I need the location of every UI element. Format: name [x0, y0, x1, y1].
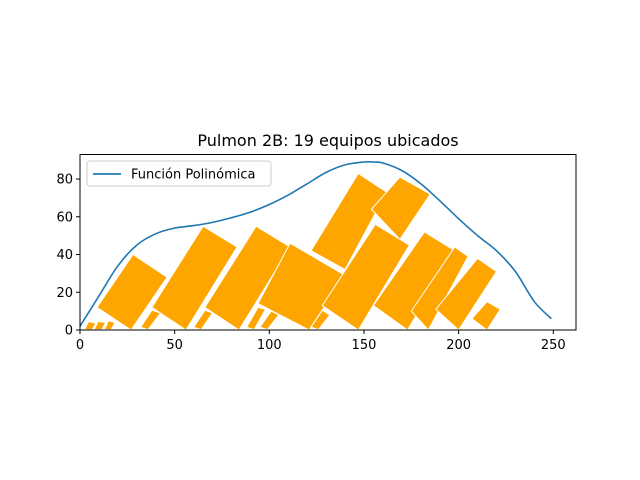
- x-tick-label: 0: [76, 338, 84, 353]
- x-tick-label: 150: [352, 338, 377, 353]
- rect-9: [245, 306, 267, 331]
- series-line-1: [79, 160, 552, 327]
- x-tick-label: 50: [166, 338, 183, 353]
- rect-4: [96, 253, 168, 331]
- rect-17: [410, 246, 469, 331]
- rect-18: [435, 257, 498, 331]
- x-tick-label: 200: [446, 338, 471, 353]
- legend: Función Polinómica: [86, 160, 272, 187]
- x-axis: 0 50 100 150 200 250: [76, 330, 566, 353]
- rect-5: [139, 309, 162, 331]
- chart-title: Pulmon 2B: 19 equipos ubicados: [197, 131, 458, 150]
- rect-19: [471, 301, 502, 331]
- rect-14: [321, 223, 411, 331]
- y-tick-label: 60: [56, 210, 73, 225]
- rect-15: [370, 176, 431, 241]
- rectangles-layer: [83, 172, 502, 331]
- legend-label: Función Polinómica: [131, 168, 255, 183]
- y-tick-label: 80: [56, 173, 73, 188]
- x-tick-label: 250: [541, 338, 566, 353]
- rect-6: [151, 225, 238, 331]
- rect-2: [93, 320, 107, 331]
- y-axis: 0 20 40 60 80: [56, 173, 80, 339]
- y-tick-label: 0: [65, 324, 73, 339]
- y-tick-label: 40: [56, 248, 73, 263]
- y-tick-label: 20: [56, 286, 73, 301]
- legend-box: [86, 160, 272, 187]
- rect-12: [310, 309, 331, 331]
- series-layer: [79, 160, 552, 327]
- x-tick-label: 100: [257, 338, 282, 353]
- rect-3: [103, 319, 116, 331]
- axes-frame: [79, 154, 577, 331]
